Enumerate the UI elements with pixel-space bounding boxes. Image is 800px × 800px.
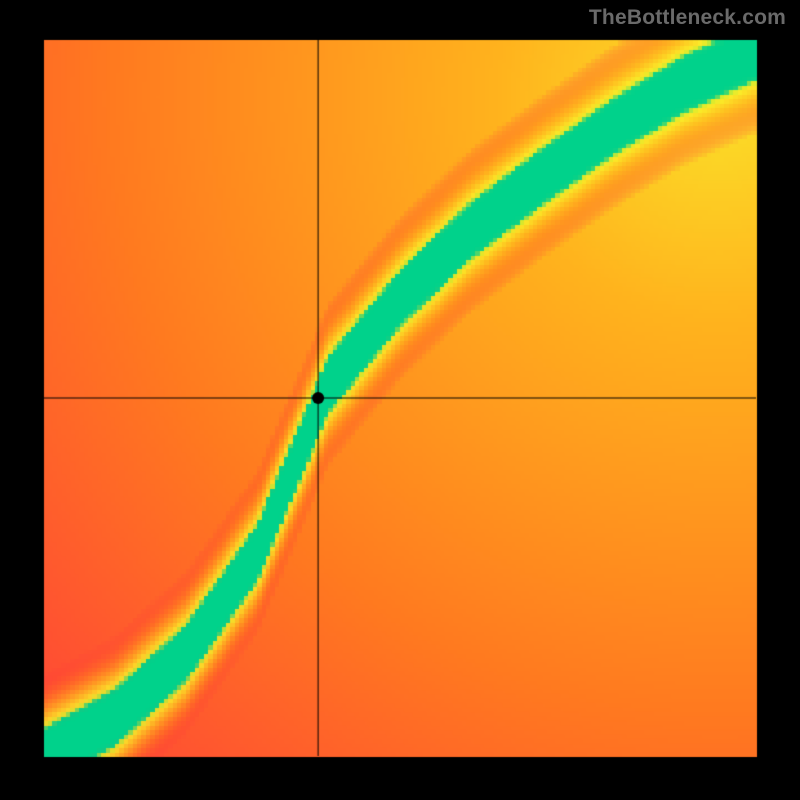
bottleneck-heatmap xyxy=(0,0,800,800)
watermark-text: TheBottleneck.com xyxy=(589,6,786,30)
